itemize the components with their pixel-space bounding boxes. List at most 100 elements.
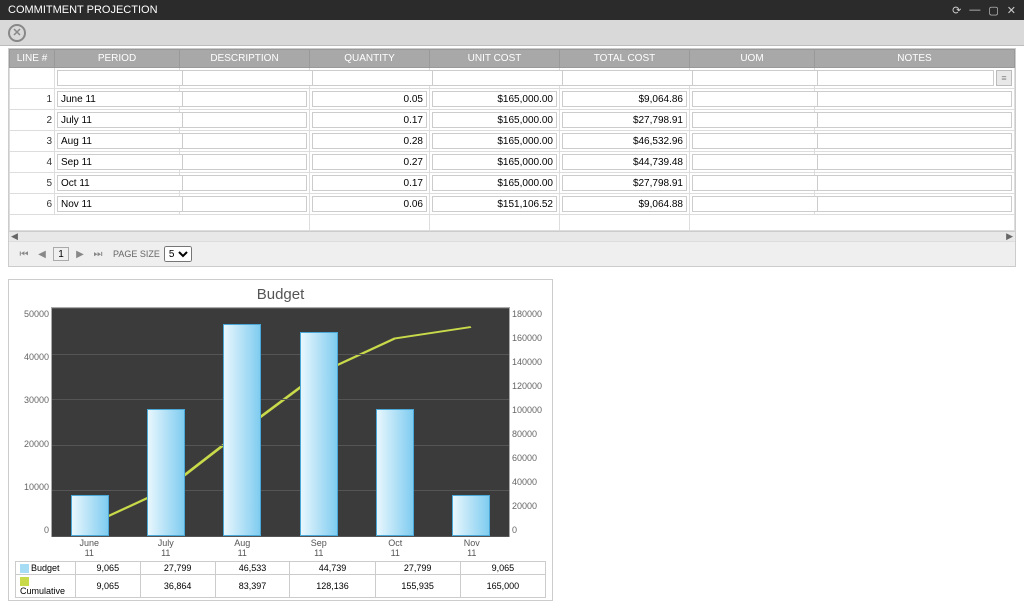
cell-input[interactable] [432,91,557,107]
column-header[interactable]: TOTAL COST [560,50,690,68]
period-input[interactable] [57,154,196,170]
period-input[interactable] [692,133,831,149]
period-input[interactable] [692,196,831,212]
window-controls: ⟳ — ▢ ✕ [952,4,1016,17]
cell-input[interactable] [182,154,307,170]
cell-input[interactable] [817,154,1012,170]
cell-input[interactable] [817,91,1012,107]
pager-next-icon[interactable]: ▶ [73,247,87,261]
scroll-right-icon[interactable]: ▶ [1006,231,1013,242]
pager-first-icon[interactable]: ⏮ [17,247,31,261]
page-size-select[interactable]: 5 [164,246,192,262]
grid-header-row: LINE #PERIODDESCRIPTIONQUANTITYUNIT COST… [10,50,1015,68]
chart-bar [300,332,338,536]
line-number: 1 [10,89,55,110]
table-row: 5▼▼ [10,173,1015,194]
line-number: 4 [10,152,55,173]
cell-input[interactable] [182,196,307,212]
cell-input[interactable] [432,175,557,191]
x-tick-label: Oct11 [357,537,434,559]
legend-value: 27,799 [375,561,460,574]
cell-input[interactable] [562,112,687,128]
cell-input[interactable] [562,133,687,149]
cell-input[interactable] [312,133,427,149]
column-header[interactable]: PERIOD [55,50,180,68]
minimize-icon[interactable]: — [969,4,980,17]
horizontal-scrollbar[interactable]: ◀ ▶ [9,231,1015,241]
period-input[interactable] [57,175,196,191]
cell-input[interactable] [312,91,427,107]
cell-input[interactable] [432,133,557,149]
column-header[interactable]: NOTES [815,50,1015,68]
maximize-icon[interactable]: ▢ [988,4,998,17]
y-axis-left: 50000400003000020000100000 [15,307,51,537]
cell-input[interactable] [182,91,307,107]
cell-input[interactable] [817,196,1012,212]
line-number: 5 [10,173,55,194]
cell-input[interactable] [817,112,1012,128]
period-input[interactable] [57,91,196,107]
table-row: 6▼▼ [10,194,1015,215]
pager-current-page[interactable]: 1 [53,247,69,261]
column-header[interactable]: UOM [690,50,815,68]
filter-input[interactable] [432,70,570,86]
line-number: 2 [10,110,55,131]
period-input[interactable] [57,196,196,212]
period-input[interactable] [57,133,196,149]
cell-input[interactable] [432,154,557,170]
filter-icon[interactable]: ≡ [996,70,1012,86]
table-row: 3▼▼ [10,131,1015,152]
cell-input[interactable] [562,91,687,107]
period-input[interactable] [692,154,831,170]
cell-input[interactable] [562,175,687,191]
cell-input[interactable] [562,154,687,170]
cell-input[interactable] [562,196,687,212]
chart-bar [223,324,261,536]
filter-input[interactable] [57,70,195,86]
chart-bar [376,409,414,536]
cell-input[interactable] [432,112,557,128]
scroll-left-icon[interactable]: ◀ [11,231,18,242]
cell-input[interactable] [182,133,307,149]
cell-input[interactable] [312,175,427,191]
chart-bar [71,495,109,536]
line-number: 6 [10,194,55,215]
column-header[interactable]: DESCRIPTION [180,50,310,68]
cell-input[interactable] [312,154,427,170]
totals-unit: $165,001.65 [430,215,560,231]
period-input[interactable] [692,112,831,128]
cell-input[interactable] [817,133,1012,149]
period-input[interactable] [57,112,196,128]
cell-input[interactable] [182,175,307,191]
filter-input[interactable] [182,70,320,86]
period-input[interactable] [692,175,831,191]
pager-last-icon[interactable]: ⏭ [91,247,105,261]
cell-input[interactable] [432,196,557,212]
pager-prev-icon[interactable]: ◀ [35,247,49,261]
filter-input[interactable] [312,70,450,86]
filter-input[interactable] [692,70,830,86]
cell-input[interactable] [182,112,307,128]
cell-input[interactable] [817,175,1012,191]
title-bar: COMMITMENT PROJECTION ⟳ — ▢ ✕ [0,0,1024,20]
chart-bar [147,409,185,536]
filter-input[interactable] [817,70,994,86]
chart-legend-table: Budget9,06527,79946,53344,73927,7999,065… [15,561,546,598]
legend-value: 27,799 [140,561,215,574]
filter-row: ≡≡≡≡≡≡≡ [10,68,1015,89]
y-axis-right: 1800001600001400001200001000008000060000… [510,307,546,537]
column-header[interactable]: UNIT COST [430,50,560,68]
chart-bar [452,495,490,536]
column-header[interactable]: QUANTITY [310,50,430,68]
close-icon[interactable]: ✕ [1007,4,1016,17]
cell-input[interactable] [312,112,427,128]
legend-label: Cumulative [16,574,76,597]
filter-input[interactable] [562,70,700,86]
cell-input[interactable] [312,196,427,212]
period-input[interactable] [692,91,831,107]
legend-value: 155,935 [375,574,460,597]
legend-label: Budget [16,561,76,574]
refresh-icon[interactable]: ⟳ [952,4,961,17]
close-panel-button[interactable]: ✕ [8,24,26,42]
column-header[interactable]: LINE # [10,50,55,68]
